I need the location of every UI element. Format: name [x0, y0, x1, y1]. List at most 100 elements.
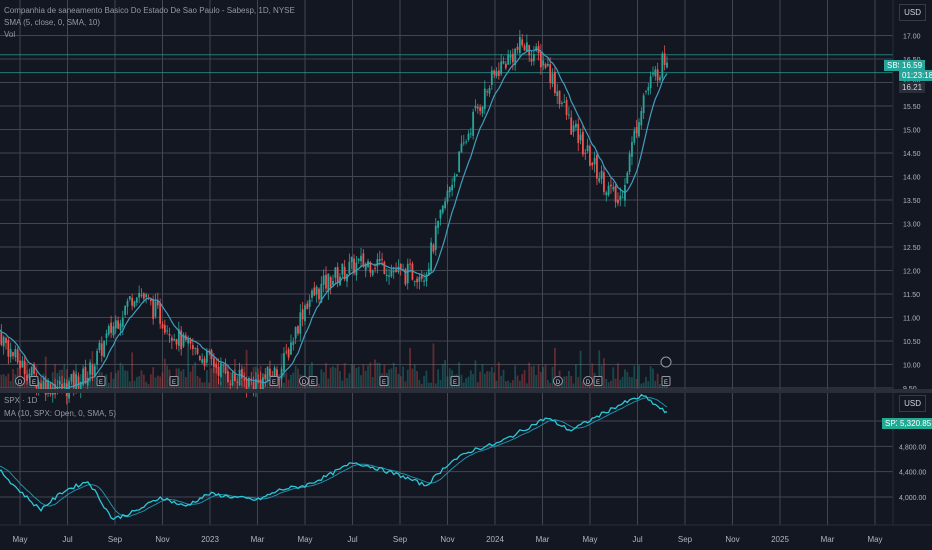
- volume-bar: [166, 365, 169, 388]
- currency-button-main[interactable]: USD: [899, 4, 926, 21]
- volume-bar: [628, 376, 631, 388]
- candle-body: [89, 362, 91, 375]
- candle-body: [320, 283, 323, 303]
- candle-body: [659, 77, 661, 81]
- pane-separator: [0, 389, 932, 393]
- volume-bar: [659, 383, 661, 388]
- volume-bar: [507, 380, 510, 388]
- volume-bar: [110, 372, 113, 388]
- event-letter: E: [172, 380, 176, 386]
- volume-bar: [397, 373, 400, 388]
- candle-body: [91, 364, 94, 375]
- event-letter: E: [382, 380, 386, 386]
- volume-bar: [416, 370, 418, 388]
- volume-bar: [210, 368, 213, 388]
- volume-bar: [191, 365, 194, 388]
- ma-legend[interactable]: SMA (5, close, 0, SMA, 10): [4, 18, 101, 27]
- volume-bar: [518, 380, 521, 388]
- candle-body: [47, 380, 49, 394]
- candle-body: [96, 350, 99, 365]
- volume-bar: [152, 367, 155, 388]
- volume-bar: [44, 356, 47, 388]
- candle-body: [180, 330, 183, 350]
- volume-bar: [570, 375, 573, 388]
- candle-body: [63, 382, 66, 387]
- candle-body: [479, 107, 482, 112]
- volume-bar: [549, 383, 552, 388]
- volume-bar: [362, 364, 365, 388]
- candle-body: [49, 383, 52, 395]
- candle-body: [40, 383, 42, 390]
- volume-bar: [205, 370, 208, 388]
- candle-body: [238, 369, 241, 386]
- candle-body: [425, 274, 428, 282]
- split-marker-icon: [660, 356, 672, 368]
- volume-bar: [553, 347, 556, 388]
- volume-bar: [395, 367, 397, 388]
- candle-body: [490, 70, 493, 86]
- volume-bar: [369, 362, 372, 388]
- candle-body: [12, 352, 14, 357]
- candle-body: [612, 187, 615, 190]
- candle-body: [259, 379, 262, 390]
- main-legend-title[interactable]: Companhia de saneamento Basico Do Estado…: [4, 6, 295, 15]
- candle-body: [589, 145, 591, 166]
- candle-body: [434, 225, 437, 250]
- candle-body: [308, 299, 311, 307]
- x-tick-label: Sep: [678, 535, 693, 544]
- candle-body: [226, 371, 229, 383]
- candle-body: [460, 143, 463, 153]
- volume-bar: [649, 366, 652, 388]
- vol-legend[interactable]: Vol: [4, 30, 16, 39]
- volume-bar: [224, 367, 227, 388]
- volume-bar: [654, 380, 657, 388]
- y-tick-label: 13.50: [903, 198, 921, 205]
- candle-body: [488, 88, 491, 94]
- event-marker: [450, 376, 460, 386]
- volume-bar: [135, 377, 138, 388]
- candle-body: [355, 262, 358, 276]
- candle-body: [649, 76, 652, 88]
- candle-body: [430, 242, 433, 272]
- volume-bar: [147, 383, 150, 388]
- volume-bar: [124, 370, 127, 388]
- volume-bar: [425, 370, 428, 388]
- candle-body: [483, 88, 486, 109]
- candle-body: [423, 280, 425, 282]
- candle-body: [72, 372, 75, 389]
- volume-bar: [294, 365, 297, 388]
- volume-bar: [411, 368, 414, 388]
- candle-body: [234, 374, 236, 382]
- series-lines: [0, 48, 668, 521]
- y-tick-label: 10.00: [903, 363, 921, 370]
- candle-body: [399, 263, 402, 269]
- candle-body: [563, 101, 566, 103]
- candle-body: [175, 339, 178, 345]
- candle-body: [437, 221, 440, 228]
- volume-bar: [51, 372, 54, 388]
- volume-bar: [327, 378, 330, 388]
- candle-body: [168, 333, 171, 336]
- volume-bar: [575, 364, 577, 388]
- volume-bar: [523, 370, 526, 388]
- spx-legend[interactable]: SPX · 1D: [4, 396, 38, 405]
- candle-body: [313, 287, 316, 296]
- volume-bar: [325, 363, 327, 388]
- x-tick-label: Nov: [725, 535, 739, 544]
- currency-button-spx[interactable]: USD: [899, 395, 926, 412]
- volume-bar: [203, 382, 206, 388]
- candle-body: [388, 275, 390, 277]
- volume-bar: [612, 367, 615, 388]
- candle-body: [465, 141, 468, 143]
- volume-bar: [607, 382, 610, 388]
- spx-ma-legend[interactable]: MA (10, SPX: Open, 0, SMA, 5): [4, 409, 117, 418]
- candle-body: [381, 258, 383, 260]
- volume-bar: [514, 365, 517, 388]
- volume-bar: [9, 381, 12, 388]
- volume-bar: [446, 376, 449, 388]
- volume-bar: [350, 363, 353, 388]
- y-tick-label: 12.00: [903, 269, 921, 276]
- volume-bar: [495, 380, 498, 388]
